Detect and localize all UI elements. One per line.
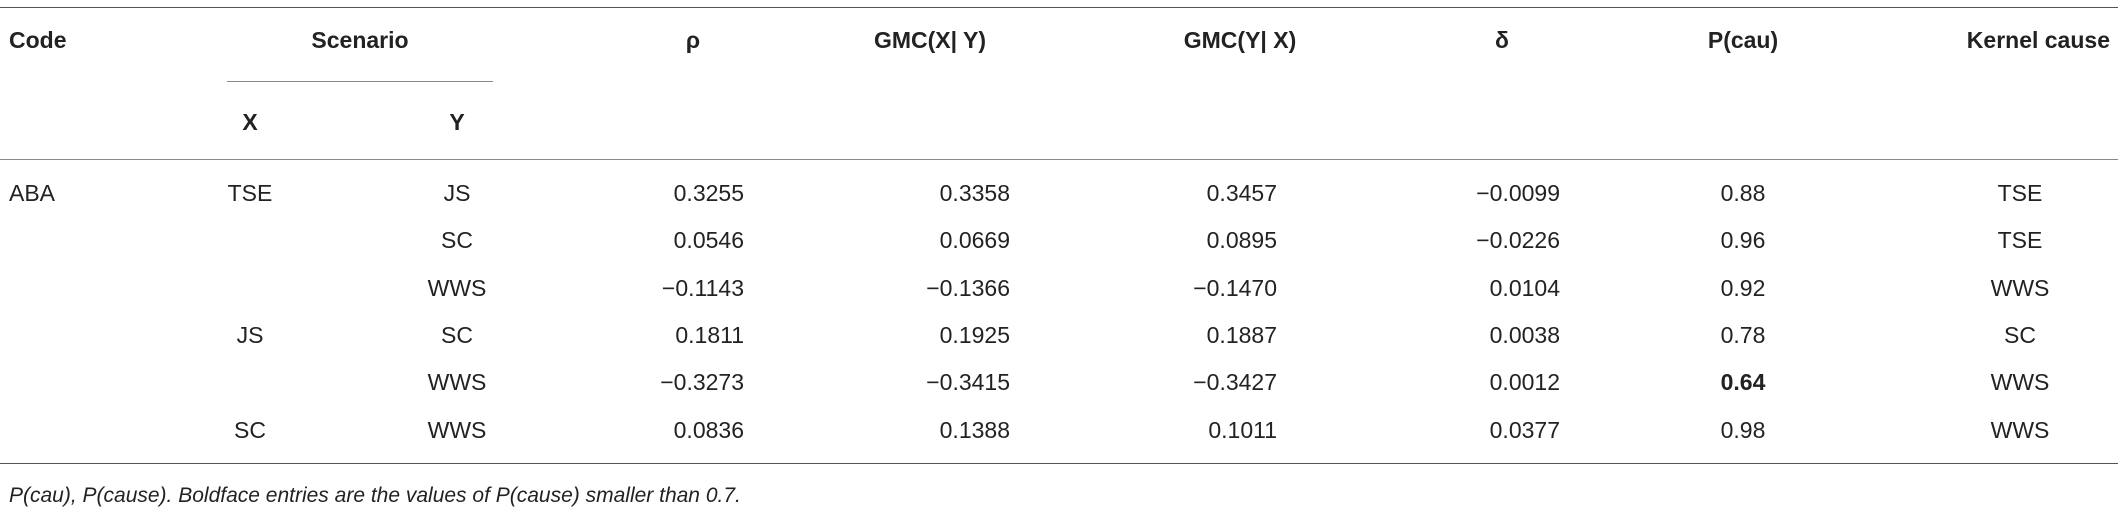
column-header: ρ: [685, 27, 701, 53]
table-cell: TSE: [1997, 180, 2043, 206]
table-cell: 0.98: [1720, 416, 1766, 443]
table-cell: 0.3255: [673, 180, 744, 206]
table-cell: −0.3415: [926, 369, 1010, 396]
table-cell: 0.1887: [1206, 321, 1277, 348]
table-cell: 0.88: [1720, 180, 1766, 206]
column-header: Kernel cause: [1966, 27, 2110, 53]
table-cell: TSE: [227, 180, 273, 206]
table-cell: −0.0099: [1476, 180, 1560, 206]
table-cell: 0.0012: [1489, 369, 1560, 396]
table-cell: 0.3358: [939, 180, 1010, 206]
table-cell: 0.0104: [1489, 274, 1560, 301]
column-header: GMC(Y| X): [1183, 27, 1297, 53]
scenario-rule: [227, 81, 493, 82]
table-cell: 0.0038: [1489, 321, 1560, 348]
table-cell: SC: [234, 416, 266, 443]
table-cell: SC: [441, 227, 473, 254]
table-cell: −0.3273: [660, 369, 744, 396]
table-cell: WWS: [427, 416, 487, 443]
table-cell: ABA: [9, 180, 56, 206]
table-cell: 0.3457: [1206, 180, 1277, 206]
table-cell: 0.1925: [939, 321, 1010, 348]
column-header: P(cau): [1707, 27, 1779, 53]
table-cell: −0.1366: [926, 274, 1010, 301]
column-header: GMC(X| Y): [873, 27, 987, 53]
table-cell: 0.0377: [1489, 416, 1560, 443]
table-cell: SC: [441, 321, 473, 348]
table-cell: 0.0669: [939, 227, 1010, 254]
column-header: δ: [1495, 27, 1509, 53]
sub-header: Y: [449, 109, 465, 135]
table-cell: 0.1011: [1208, 416, 1277, 443]
table-cell: WWS: [1990, 274, 2050, 301]
table-cell: TSE: [1997, 227, 2043, 254]
table-cell: −0.1143: [661, 274, 744, 301]
footnote: P(cau), P(cause). Boldface entries are t…: [9, 484, 741, 507]
table-cell: SC: [2004, 321, 2036, 348]
table-cell: WWS: [427, 274, 487, 301]
top-rule: [0, 7, 2118, 8]
table-cell: WWS: [1990, 416, 2050, 443]
table-cell: JS: [443, 180, 471, 206]
table-cell: 0.0836: [673, 416, 744, 443]
table-cell: 0.1811: [675, 321, 744, 348]
table-cell: 0.78: [1720, 321, 1766, 348]
table-cell: WWS: [1990, 369, 2050, 396]
table-cell: 0.96: [1720, 227, 1766, 254]
table-cell: −0.1470: [1193, 274, 1277, 301]
table-cell: 0.0546: [673, 227, 744, 254]
column-header: Scenario: [311, 27, 409, 53]
table-cell: WWS: [427, 369, 487, 396]
column-header: Code: [9, 27, 67, 53]
header-rule: [0, 159, 2118, 160]
table-cell: JS: [236, 321, 264, 348]
table-cell: −0.0226: [1476, 227, 1560, 254]
table-cell: 0.0895: [1206, 227, 1277, 254]
table-cell: 0.92: [1720, 274, 1766, 301]
bottom-rule: [0, 463, 2118, 464]
table-cell: −0.3427: [1193, 369, 1277, 396]
table-cell: 0.1388: [939, 416, 1010, 443]
table-cell: 0.64: [1720, 369, 1766, 396]
sub-header: X: [242, 109, 258, 135]
